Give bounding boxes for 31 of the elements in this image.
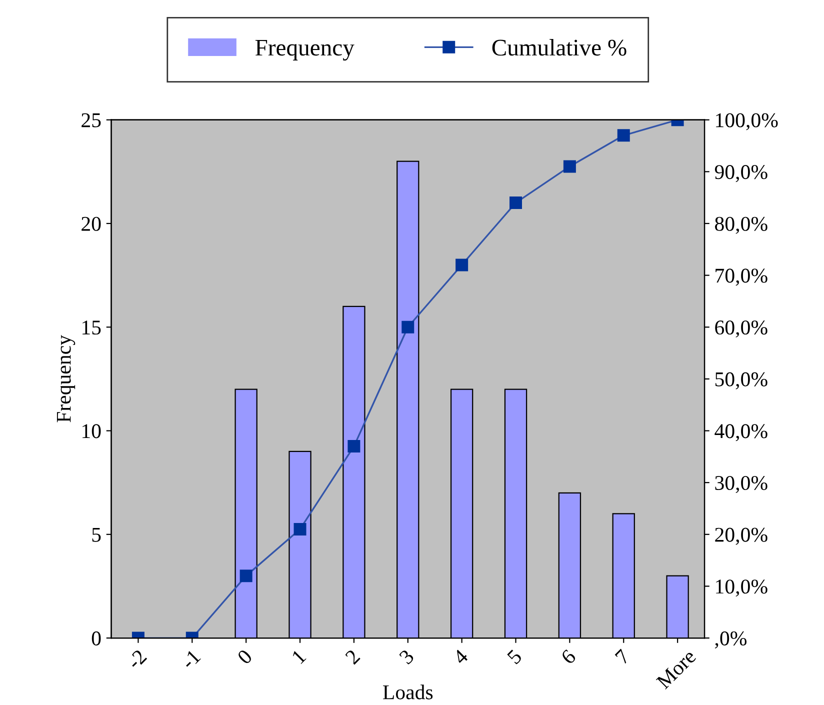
x-tick-label: 2 [344,649,360,665]
x-tick-label: 6 [560,648,577,665]
y2-tick-label: 20,0% [715,528,768,545]
legend-label: Cumulative % [492,39,626,56]
legend-label: Frequency [255,40,354,61]
y-tick-label: 10 [82,424,101,438]
y2-tick-label: 90,0% [714,165,768,182]
x-tick-label: 4 [452,648,469,666]
x-tick-label: 1 [291,649,306,664]
x-tick-label: 7 [614,648,630,664]
y2-tick-label: 70,0% [716,268,768,286]
y-tick-label: 0 [92,631,101,646]
y2-tick-label: 40,0% [714,424,768,442]
y-tick-label: 5 [92,528,101,542]
y2-tick-label: 100,0% [716,113,778,130]
x-tick-label: -2 [126,649,148,670]
x-tick-label: 3 [398,648,415,665]
y-axis-title: Frequency [56,335,76,422]
y2-tick-label: 10,0% [716,580,768,597]
x-tick-label: 5 [506,648,523,665]
x-tick-label: -1 [180,649,201,670]
y2-tick-label: 80,0% [715,216,768,234]
x-tick-label: 0 [236,648,253,665]
y-tick-label: 15 [82,320,101,335]
x-axis-title: Loads [383,684,433,700]
y2-tick-label: 60,0% [715,320,768,338]
y-tick-label: 25 [82,113,101,128]
y2-tick-label: 50,0% [715,372,768,390]
y-tick-label: 20 [82,216,101,231]
y2-tick-label: 30,0% [715,476,768,494]
y2-tick-label: ,0% [715,631,747,648]
